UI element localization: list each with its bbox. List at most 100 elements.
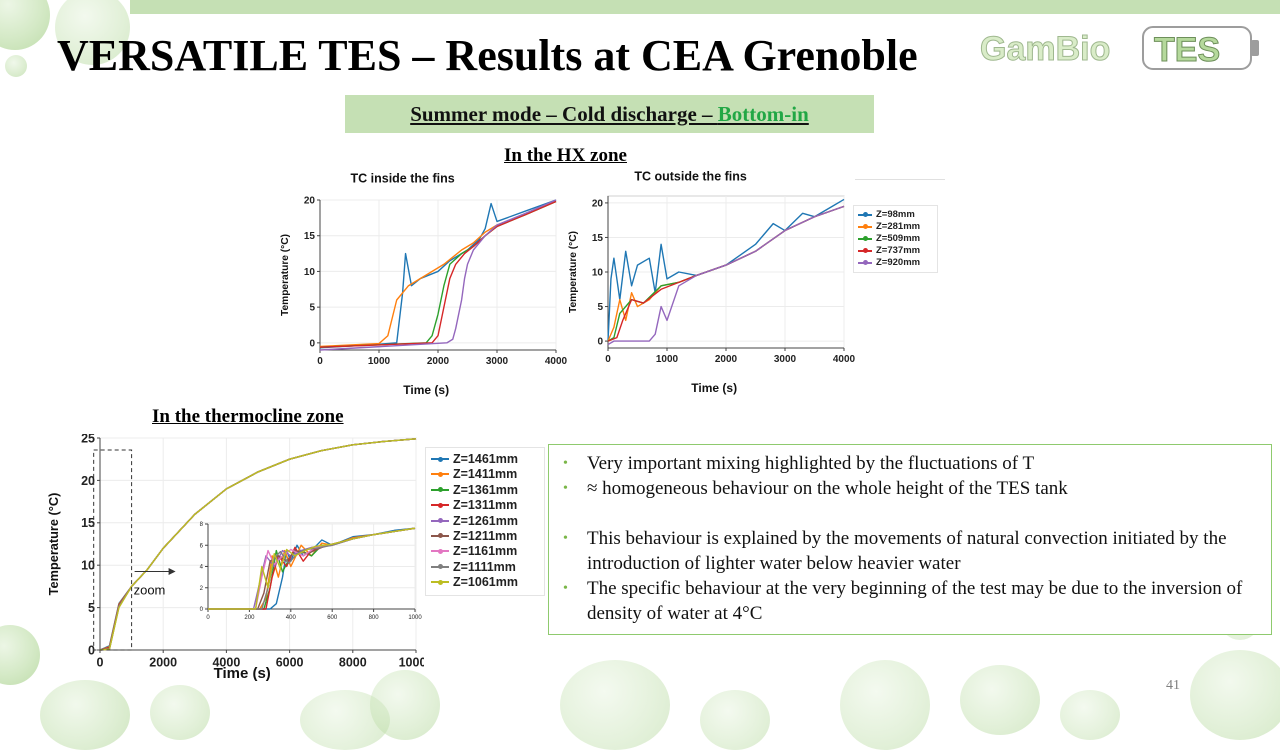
- observations-list: • Very important mixing highlighted by th…: [557, 451, 1265, 626]
- gambiotes-logo: GamBio TES: [980, 26, 1259, 70]
- legend-swatch: [431, 470, 449, 478]
- legend-item: Z=737mm: [858, 245, 933, 256]
- chart-tc-outside-fins-svg: 0 1000 2000 3000 4000 0 5 10 15 20 TC outside the …: [568, 170, 856, 396]
- decorative-bubble: [840, 660, 930, 750]
- decorative-bubble: [0, 625, 40, 685]
- y-tick-label: 15: [81, 516, 95, 530]
- legend-swatch: [431, 578, 449, 586]
- x-tick-label: 2000: [149, 656, 177, 670]
- x-tick-label: 1000: [368, 356, 391, 367]
- y-tick-label: 15: [592, 233, 604, 244]
- y-tick-label: 15: [304, 231, 316, 242]
- x-tick-label: 200: [244, 615, 255, 621]
- decorative-bubble: [40, 680, 130, 750]
- legend-label: Z=1061mm: [453, 575, 518, 590]
- legend-swatch: [431, 532, 449, 540]
- y-tick-label: 10: [304, 267, 316, 278]
- x-tick-label: 2000: [715, 354, 738, 365]
- legend-swatch: [431, 517, 449, 525]
- series-line: [208, 527, 416, 610]
- legend-top-rule: [855, 179, 945, 180]
- legend-item: Z=1311mm: [431, 498, 539, 512]
- y-tick-label: 20: [81, 474, 95, 488]
- decorative-bubble: [560, 660, 670, 750]
- y-tick-label: 2: [200, 586, 204, 592]
- bullet-text: This behaviour is explained by the movem…: [587, 528, 1227, 574]
- zoom-arrow-head: [168, 568, 176, 576]
- legend-swatch: [431, 486, 449, 494]
- bullet-text: The specific behaviour at the very begin…: [587, 578, 1243, 624]
- legend-label: Z=1411mm: [453, 467, 518, 482]
- legend-label: Z=98mm: [876, 209, 915, 220]
- bullet-item: • This behaviour is explained by the move…: [557, 526, 1265, 576]
- chart-thermocline-svg: 02000400060008000100000510152025Time (s)…: [46, 431, 433, 682]
- series-line: [607, 198, 845, 342]
- chart-tc-outside-fins: 0 1000 2000 3000 4000 0 5 10 15 20 TC outside the …: [566, 166, 856, 403]
- x-tick-label: 0: [605, 354, 611, 365]
- x-tick-label: 0: [317, 356, 323, 367]
- x-tick-label: 0: [206, 615, 210, 621]
- legend-label: Z=1261mm: [453, 513, 518, 528]
- chart-tc-outside-fins-legend: Z=98mm Z=281mm Z=509mm Z=737mm Z=920mm: [853, 205, 938, 273]
- decorative-bubble: [960, 665, 1040, 735]
- x-tick-label: 3000: [774, 354, 797, 365]
- bullet-item: • The specific behaviour at the very begi…: [557, 576, 1265, 626]
- decorative-bubble: [700, 690, 770, 750]
- y-tick-label: 4: [200, 565, 204, 571]
- decorative-bubble: [5, 55, 27, 77]
- legend-label: Z=1161mm: [453, 544, 518, 559]
- legend-swatch: [858, 259, 872, 267]
- y-tick-label: 10: [81, 559, 95, 573]
- y-tick-label: 5: [309, 303, 315, 314]
- y-tick-label: 20: [592, 198, 604, 209]
- legend-item: Z=1061mm: [431, 575, 539, 589]
- decorative-bubble: [0, 0, 50, 50]
- chart-tc-inside-fins: 0 1000 2000 3000 4000 0 5 10 15 20 TC inside the f…: [278, 168, 568, 405]
- chart-tc-inside-fins-svg: 0 1000 2000 3000 4000 0 5 10 15 20 TC inside the f…: [280, 172, 568, 398]
- legend-label: Z=281mm: [876, 221, 921, 232]
- legend-item: Z=98mm: [858, 209, 933, 220]
- y-tick-label: 5: [88, 601, 95, 615]
- hx-zone-heading: In the HX zone: [504, 145, 627, 166]
- x-tick-label: 600: [327, 615, 338, 621]
- legend-swatch: [858, 247, 872, 255]
- y-tick-label: 8: [200, 522, 204, 528]
- decorative-bubble: [1060, 690, 1120, 740]
- y-tick-label: 25: [81, 434, 95, 445]
- mode-banner: Summer mode – Cold discharge – Bottom-in: [345, 95, 874, 133]
- bullet-dot: •: [563, 456, 568, 471]
- legend-item: Z=1111mm: [431, 560, 539, 574]
- legend-label: Z=509mm: [876, 233, 921, 244]
- y-axis-label: Temperature (°C): [46, 493, 61, 596]
- legend-swatch: [858, 235, 872, 243]
- x-axis-label: Time (s): [214, 665, 271, 682]
- legend-swatch: [858, 211, 872, 219]
- chart-thermocline: 02000400060008000100000510152025Time (s)…: [44, 431, 433, 689]
- y-tick-label: 10: [592, 268, 604, 279]
- decorative-bubble: [1190, 650, 1280, 740]
- x-tick-label: 6000: [276, 656, 304, 670]
- legend-item: Z=1211mm: [431, 529, 539, 543]
- plot-area: 0 1000 2000 3000 4000 0 5 10 15 20: [592, 195, 856, 365]
- series-line: [607, 205, 845, 346]
- y-tick-label: 0: [88, 643, 95, 657]
- legend-item: Z=1461mm: [431, 452, 539, 466]
- plot-area: 0 1000 2000 3000 4000 0 5 10 15 20: [304, 196, 568, 368]
- legend-item: Z=920mm: [858, 257, 933, 268]
- chart-title: TC inside the fins: [351, 172, 455, 186]
- logo-text-right: TES: [1154, 31, 1220, 69]
- legend-swatch: [431, 455, 449, 463]
- bullet-text: Very important mixing highlighted by the…: [587, 453, 1035, 474]
- x-axis-label: Time (s): [691, 381, 737, 395]
- legend-swatch: [858, 223, 872, 231]
- y-tick-label: 20: [304, 196, 316, 207]
- legend-item: Z=1361mm: [431, 483, 539, 497]
- x-tick-label: 4000: [212, 656, 240, 670]
- x-tick-label: 4000: [545, 356, 568, 367]
- legend-item: Z=509mm: [858, 233, 933, 244]
- mode-highlight: Bottom-in: [717, 102, 809, 126]
- x-tick-label: 400: [286, 615, 297, 621]
- y-axis-label: Temperature (°C): [280, 234, 291, 316]
- legend-label: Z=1461mm: [453, 452, 518, 466]
